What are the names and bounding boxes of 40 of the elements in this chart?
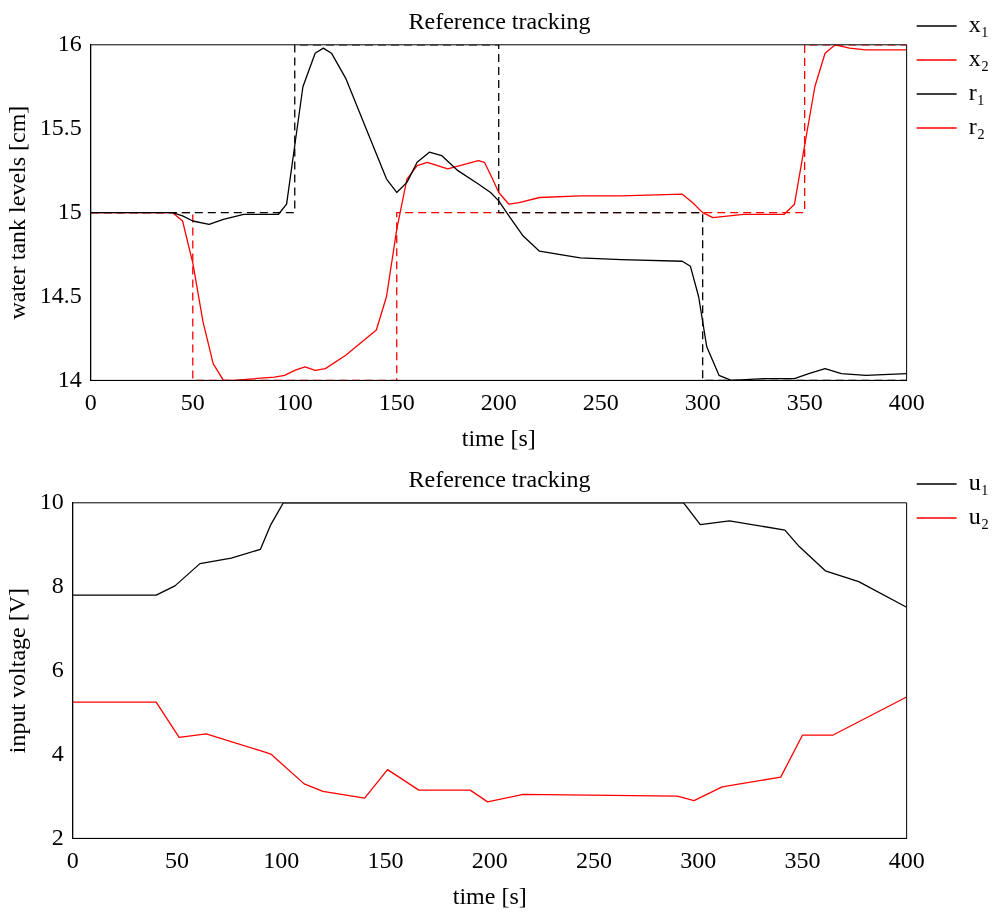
y-tick-label: 8 [51,572,64,598]
x-tick-label: 300 [684,389,721,416]
x-tick-label: 200 [471,847,508,874]
y-tick-label: 6 [51,655,64,682]
legend-label: u₂ [968,503,990,530]
x-tick-label: 100 [263,847,300,874]
y-axis-title: input voltage [V] [3,587,30,754]
y-axis-title: water tank levels [cm] [3,105,30,320]
y-tick-label: 15 [57,197,82,224]
x-tick-label: 100 [276,389,313,416]
x-tick-label: 0 [84,389,97,416]
x-tick-label: 300 [680,847,717,874]
y-tick-label: 4 [51,739,64,766]
x-tick-label: 200 [480,389,517,416]
legend-label: x₂ [968,45,990,72]
x-tick-label: 400 [888,389,925,416]
legend-label: u₁ [968,469,990,496]
y-tick-label: 14 [57,365,82,392]
y-tick-label: 15.5 [39,114,82,140]
legend-label: r₁ [968,79,985,106]
x-tick-label: 50 [165,847,190,874]
x-tick-label: 250 [575,847,612,874]
x-tick-label: 150 [367,847,404,874]
x-tick-label: 150 [378,389,415,416]
x-axis-title: time [s] [452,882,527,909]
x-tick-label: 50 [180,389,205,416]
x-axis-title: time [s] [461,424,536,451]
chart-title: Reference tracking [408,465,591,492]
x-tick-label: 250 [582,389,619,416]
y-tick-label: 14.5 [39,281,82,308]
x-tick-label: 0 [66,847,79,874]
x-tick-label: 350 [786,389,823,416]
x-tick-label: 350 [784,847,821,874]
x-tick-label: 400 [888,847,925,874]
y-tick-label: 2 [51,823,64,850]
legend-label: x₁ [968,11,990,38]
y-tick-label: 10 [39,488,64,515]
chart-title: Reference tracking [408,7,591,34]
y-tick-label: 16 [57,30,82,57]
legend-label: r₂ [968,113,985,140]
